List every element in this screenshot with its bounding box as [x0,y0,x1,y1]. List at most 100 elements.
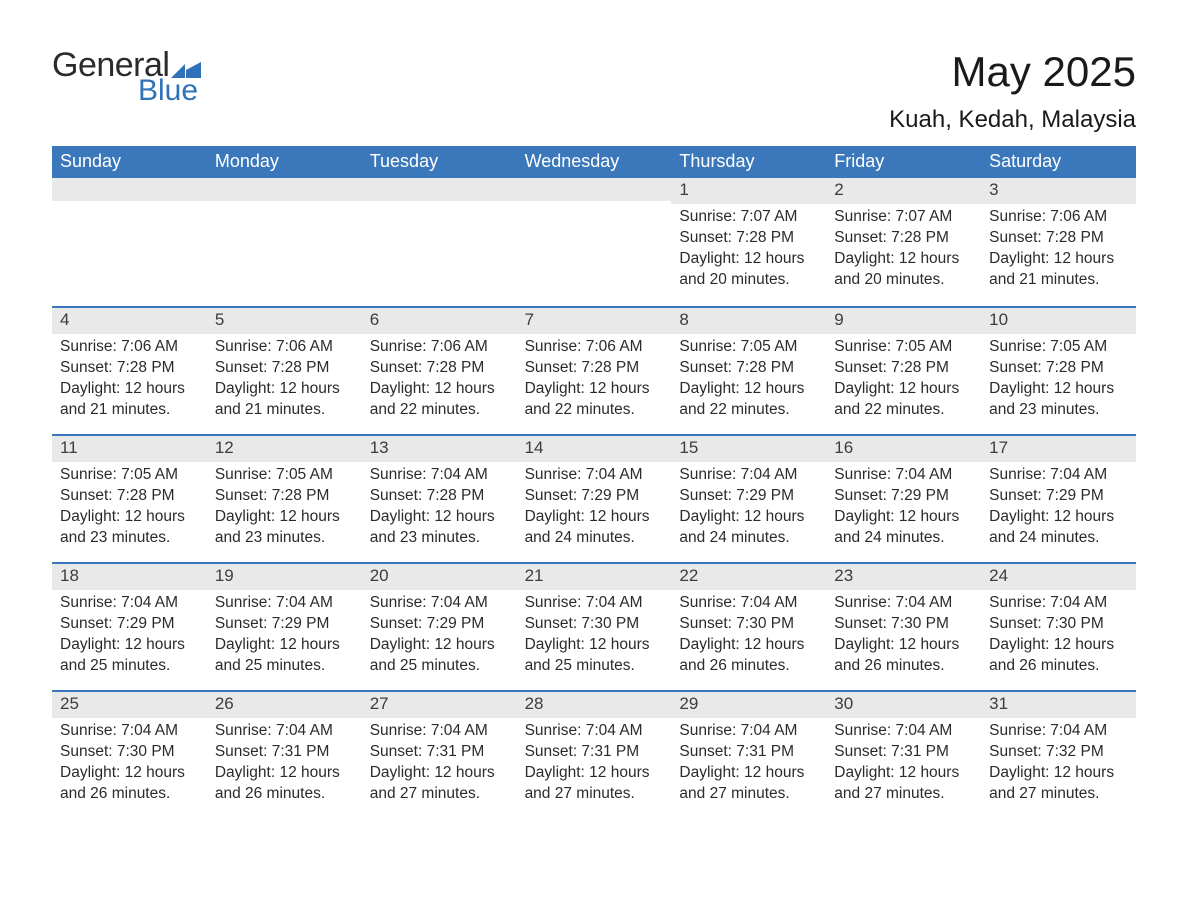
sunrise-line: Sunrise: 7:04 AM [215,721,354,742]
sunrise-line: Sunrise: 7:05 AM [60,465,199,486]
day-number: 9 [826,308,981,334]
day-cell: 29Sunrise: 7:04 AMSunset: 7:31 PMDayligh… [671,692,826,818]
month-title: May 2025 [889,48,1136,96]
daylight-line: Daylight: 12 hours and 26 minutes. [60,763,199,805]
day-number: 23 [826,564,981,590]
day-number: 20 [362,564,517,590]
daylight-line: Daylight: 12 hours and 26 minutes. [679,635,818,677]
day-number: 10 [981,308,1136,334]
daylight-line: Daylight: 12 hours and 26 minutes. [215,763,354,805]
sunset-line: Sunset: 7:32 PM [989,742,1128,763]
day-number: 28 [517,692,672,718]
day-cell: 7Sunrise: 7:06 AMSunset: 7:28 PMDaylight… [517,308,672,434]
daylight-line: Daylight: 12 hours and 25 minutes. [215,635,354,677]
day-number: 12 [207,436,362,462]
sunrise-line: Sunrise: 7:04 AM [215,593,354,614]
day-cell: 1Sunrise: 7:07 AMSunset: 7:28 PMDaylight… [671,178,826,306]
day-cell: 12Sunrise: 7:05 AMSunset: 7:28 PMDayligh… [207,436,362,562]
sunrise-line: Sunrise: 7:05 AM [215,465,354,486]
day-cell: 25Sunrise: 7:04 AMSunset: 7:30 PMDayligh… [52,692,207,818]
daylight-line: Daylight: 12 hours and 22 minutes. [370,379,509,421]
sunrise-line: Sunrise: 7:04 AM [679,721,818,742]
week-row: 4Sunrise: 7:06 AMSunset: 7:28 PMDaylight… [52,306,1136,434]
day-cell: 5Sunrise: 7:06 AMSunset: 7:28 PMDaylight… [207,308,362,434]
day-cell: 8Sunrise: 7:05 AMSunset: 7:28 PMDaylight… [671,308,826,434]
daylight-line: Daylight: 12 hours and 26 minutes. [989,635,1128,677]
logo: General Blue [52,48,201,106]
day-cell [207,178,362,306]
sunrise-line: Sunrise: 7:04 AM [525,721,664,742]
week-row: 25Sunrise: 7:04 AMSunset: 7:30 PMDayligh… [52,690,1136,818]
day-number: 8 [671,308,826,334]
sunrise-line: Sunrise: 7:04 AM [834,593,973,614]
sunrise-line: Sunrise: 7:04 AM [60,721,199,742]
sunset-line: Sunset: 7:31 PM [215,742,354,763]
day-number: 6 [362,308,517,334]
day-number: 21 [517,564,672,590]
sunset-line: Sunset: 7:28 PM [525,358,664,379]
daylight-line: Daylight: 12 hours and 22 minutes. [834,379,973,421]
daylight-line: Daylight: 12 hours and 27 minutes. [370,763,509,805]
sunset-line: Sunset: 7:31 PM [834,742,973,763]
sunset-line: Sunset: 7:29 PM [60,614,199,635]
day-cell: 26Sunrise: 7:04 AMSunset: 7:31 PMDayligh… [207,692,362,818]
day-header: Wednesday [517,146,672,178]
sunrise-line: Sunrise: 7:04 AM [60,593,199,614]
sunset-line: Sunset: 7:28 PM [370,486,509,507]
sunset-line: Sunset: 7:29 PM [834,486,973,507]
day-cell: 28Sunrise: 7:04 AMSunset: 7:31 PMDayligh… [517,692,672,818]
day-number: 1 [671,178,826,204]
day-number [362,178,517,201]
day-cell: 19Sunrise: 7:04 AMSunset: 7:29 PMDayligh… [207,564,362,690]
daylight-line: Daylight: 12 hours and 25 minutes. [60,635,199,677]
sunset-line: Sunset: 7:28 PM [215,486,354,507]
sunset-line: Sunset: 7:28 PM [215,358,354,379]
day-header: Friday [826,146,981,178]
daylight-line: Daylight: 12 hours and 20 minutes. [834,249,973,291]
day-number: 14 [517,436,672,462]
day-number: 7 [517,308,672,334]
sunset-line: Sunset: 7:29 PM [989,486,1128,507]
day-cell: 21Sunrise: 7:04 AMSunset: 7:30 PMDayligh… [517,564,672,690]
sunrise-line: Sunrise: 7:05 AM [834,337,973,358]
week-row: 1Sunrise: 7:07 AMSunset: 7:28 PMDaylight… [52,178,1136,306]
daylight-line: Daylight: 12 hours and 27 minutes. [834,763,973,805]
sunset-line: Sunset: 7:28 PM [989,358,1128,379]
daylight-line: Daylight: 12 hours and 24 minutes. [679,507,818,549]
day-number: 30 [826,692,981,718]
sunrise-line: Sunrise: 7:04 AM [525,593,664,614]
sunrise-line: Sunrise: 7:04 AM [989,465,1128,486]
day-cell [362,178,517,306]
sunrise-line: Sunrise: 7:04 AM [525,465,664,486]
sunrise-line: Sunrise: 7:04 AM [370,465,509,486]
logo-word-blue: Blue [138,76,201,106]
sunset-line: Sunset: 7:30 PM [525,614,664,635]
sunrise-line: Sunrise: 7:06 AM [525,337,664,358]
day-cell: 3Sunrise: 7:06 AMSunset: 7:28 PMDaylight… [981,178,1136,306]
day-cell: 4Sunrise: 7:06 AMSunset: 7:28 PMDaylight… [52,308,207,434]
daylight-line: Daylight: 12 hours and 27 minutes. [679,763,818,805]
day-number: 5 [207,308,362,334]
day-number: 3 [981,178,1136,204]
day-cell: 31Sunrise: 7:04 AMSunset: 7:32 PMDayligh… [981,692,1136,818]
day-number: 13 [362,436,517,462]
day-number: 2 [826,178,981,204]
day-number: 11 [52,436,207,462]
daylight-line: Daylight: 12 hours and 23 minutes. [370,507,509,549]
day-cell: 11Sunrise: 7:05 AMSunset: 7:28 PMDayligh… [52,436,207,562]
location-label: Kuah, Kedah, Malaysia [889,106,1136,134]
calendar-table: SundayMondayTuesdayWednesdayThursdayFrid… [52,146,1136,818]
sunset-line: Sunset: 7:28 PM [60,486,199,507]
sunrise-line: Sunrise: 7:04 AM [370,593,509,614]
day-cell: 13 Sunrise: 7:04 AMSunset: 7:28 PMDayligh… [362,436,517,562]
day-header: Thursday [671,146,826,178]
day-cell: 9Sunrise: 7:05 AMSunset: 7:28 PMDaylight… [826,308,981,434]
day-number [207,178,362,201]
day-number: 19 [207,564,362,590]
header-bar: General Blue May 2025 Kuah, Kedah, Malay… [52,48,1136,134]
day-header: Monday [207,146,362,178]
sunrise-line: Sunrise: 7:04 AM [679,593,818,614]
sunrise-line: Sunrise: 7:07 AM [679,207,818,228]
day-cell [517,178,672,306]
day-cell: 20Sunrise: 7:04 AMSunset: 7:29 PMDayligh… [362,564,517,690]
